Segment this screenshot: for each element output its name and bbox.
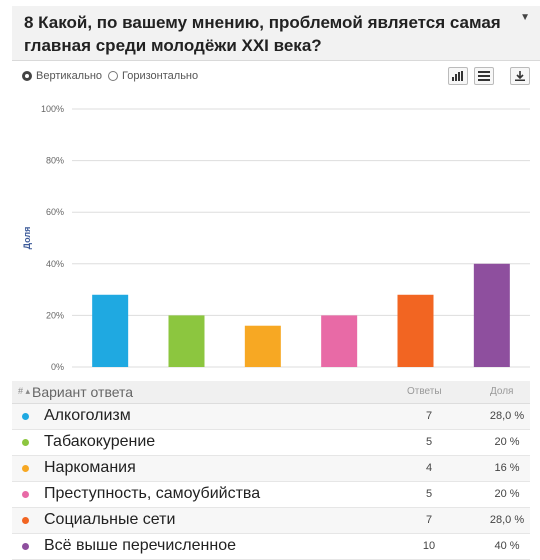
table-row: Социальные сети 7 28,0 % (12, 508, 530, 534)
row-count: 7 (425, 514, 433, 526)
row-share: 20 % (494, 488, 520, 500)
bar (92, 294, 129, 367)
row-label: Всё выше перечисленное (44, 537, 236, 554)
row-label: Табакокурение (44, 433, 156, 450)
y-axis-label: Доля (22, 227, 32, 250)
y-tick-label: 100% (41, 104, 64, 114)
bar (321, 315, 358, 367)
series-color-dot (22, 465, 29, 472)
horizontal-label: Горизонтально (122, 70, 199, 82)
horizontal-radio[interactable] (108, 71, 119, 81)
table-header: # ▴ Вариант ответа Ответы Доля (12, 381, 530, 404)
row-share: 28,0 % (489, 410, 525, 422)
chevron-down-icon[interactable]: ▼ (520, 12, 530, 23)
series-color-dot (22, 543, 29, 550)
row-share: 16 % (494, 462, 520, 474)
row-count: 5 (425, 436, 433, 448)
table-view-icon[interactable] (474, 67, 494, 85)
question-title: 8 Какой, по вашему мнению, проблемой явл… (24, 13, 501, 55)
results-table: # ▴ Вариант ответа Ответы Доля Алкоголиз… (12, 381, 530, 560)
y-tick-label: 80% (46, 156, 64, 166)
series-color-dot (22, 413, 29, 420)
y-tick-label: 40% (46, 259, 64, 269)
chart-toolbar (448, 67, 530, 85)
bar-chart: 0% 20% 40% 60% 80% 100% Доля (22, 104, 530, 372)
question-header: 8 Какой, по вашему мнению, проблемой явл… (12, 6, 540, 61)
row-label: Социальные сети (44, 511, 176, 528)
y-tick-label: 20% (46, 310, 64, 320)
table-row: Табакокурение 5 20 % (12, 430, 530, 456)
bar (244, 325, 281, 367)
bar (397, 294, 434, 367)
table-row: Алкоголизм 7 28,0 % (12, 404, 530, 430)
row-share: 20 % (494, 436, 520, 448)
table-row: Наркомания 4 16 % (12, 456, 530, 482)
y-tick-label: 0% (51, 362, 64, 372)
bar (168, 315, 205, 367)
row-share: 28,0 % (489, 514, 525, 526)
row-count: 10 (422, 540, 436, 552)
row-count: 7 (425, 410, 433, 422)
table-row: Всё выше перечисленное 10 40 % (12, 534, 530, 560)
bar-chart-icon[interactable] (448, 67, 468, 85)
bar (473, 263, 510, 367)
row-label: Преступность, самоубийства (44, 485, 261, 502)
download-icon[interactable] (510, 67, 530, 85)
row-label: Наркомания (44, 459, 136, 476)
vertical-radio[interactable] (22, 71, 32, 81)
row-label: Алкоголизм (44, 407, 131, 424)
orientation-vertical-option[interactable]: Вертикально (22, 70, 102, 82)
orientation-controls: Вертикально Горизонтально (22, 70, 204, 82)
series-color-dot (22, 517, 29, 524)
row-share: 40 % (494, 540, 520, 552)
series-color-dot (22, 439, 29, 446)
row-count: 5 (425, 488, 433, 500)
row-count: 4 (425, 462, 433, 474)
orientation-horizontal-option[interactable]: Горизонтально (108, 70, 198, 82)
column-option-header: Вариант ответа (32, 384, 134, 400)
y-tick-label: 60% (46, 207, 64, 217)
column-share-header: Доля (490, 386, 514, 397)
vertical-label: Вертикально (36, 70, 103, 82)
sort-toggle[interactable]: # ▴ (18, 386, 31, 396)
table-row: Преступность, самоубийства 5 20 % (12, 482, 530, 508)
series-color-dot (22, 491, 29, 498)
column-count-header: Ответы (407, 386, 442, 397)
